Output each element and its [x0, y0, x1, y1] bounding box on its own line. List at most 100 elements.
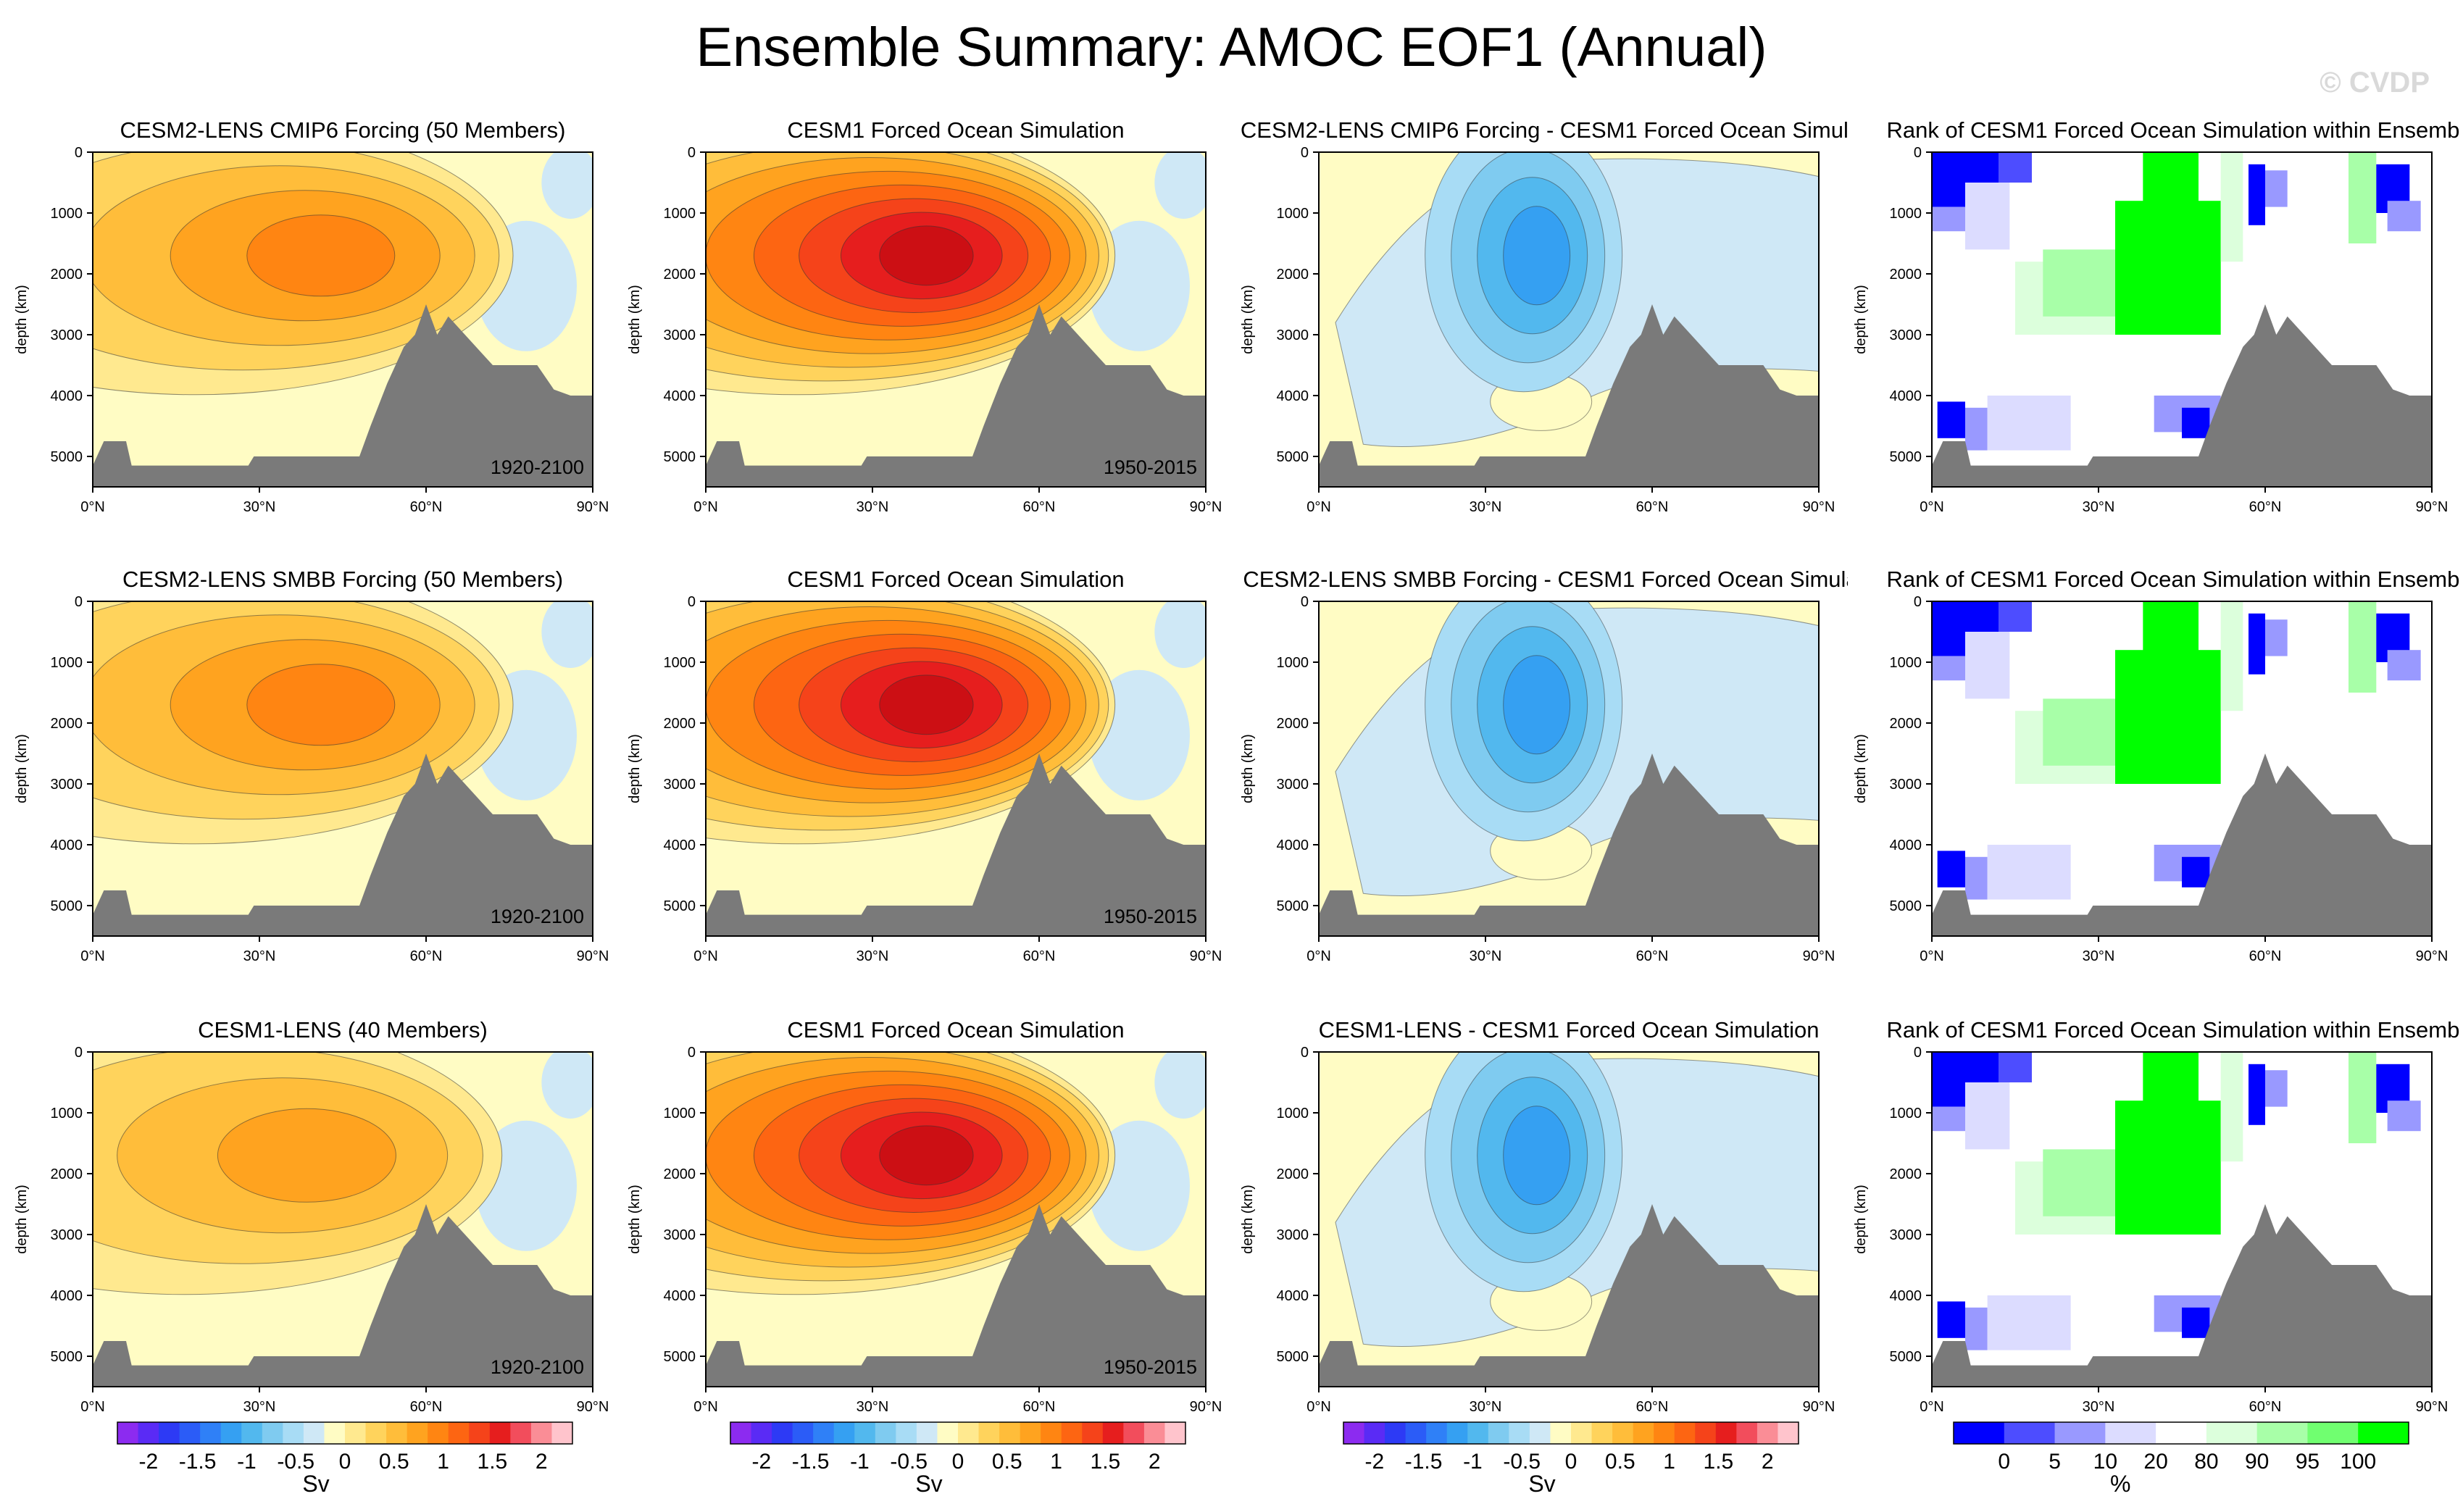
- colorbar-swatch: [937, 1422, 959, 1444]
- y-axis-label: depth (km): [14, 1185, 30, 1254]
- colorbar-swatch: [1715, 1422, 1737, 1444]
- colorbar-swatch: [1123, 1422, 1145, 1444]
- plot-frame: [1931, 601, 2433, 937]
- colorbar-label: -1.5: [1405, 1450, 1443, 1474]
- colorbar-swatch: [1654, 1422, 1675, 1444]
- x-tick-label: 30°N: [243, 948, 276, 964]
- panel-title: CESM2-LENS SMBB Forcing - CESM1 Forced O…: [1243, 567, 1894, 592]
- rank-cell: [1932, 1106, 1965, 1132]
- colorbar-frame: [730, 1421, 1186, 1445]
- rank-cell: [2220, 152, 2243, 262]
- x-tick-label: 30°N: [2083, 948, 2115, 964]
- x-tick-label: 30°N: [243, 1399, 276, 1415]
- y-tick-label: 2000: [664, 716, 696, 732]
- rank-cell: [1999, 152, 2032, 183]
- colorbar-swatch: [1041, 1422, 1062, 1444]
- x-tick-label: 0°N: [1306, 948, 1331, 964]
- rank-cell: [2387, 650, 2421, 681]
- contour-level: [1503, 1106, 1571, 1206]
- y-axis-label: depth (km): [627, 1185, 643, 1254]
- colorbar-swatch: [1426, 1422, 1448, 1444]
- colorbar-label: 1: [1050, 1450, 1062, 1474]
- colorbar-label: 0.5: [1605, 1450, 1635, 1474]
- x-tick-label: 60°N: [1023, 948, 1056, 964]
- period-label: 1920-2100: [491, 906, 584, 927]
- x-tick-label: 0°N: [1306, 1399, 1331, 1415]
- y-tick-label: 3000: [664, 1227, 696, 1243]
- colorbar-label: 20: [2143, 1450, 2167, 1474]
- colorbar-swatch: [1385, 1422, 1406, 1444]
- contour-level: [879, 225, 974, 286]
- y-tick-label: 4000: [1277, 838, 1309, 853]
- rank-cell: [2143, 601, 2199, 693]
- rank-cell: [2265, 1070, 2288, 1107]
- rank-cell: [1937, 1301, 1965, 1338]
- x-tick-label: 90°N: [1190, 1399, 1222, 1415]
- panel-1: CESM2-LENS CMIP6 Forcing (50 Members) 0 10…: [14, 117, 609, 515]
- plot-frame: [1318, 1051, 1820, 1387]
- panel-title: CESM1-LENS - CESM1 Forced Ocean Simulati…: [1319, 1017, 1820, 1043]
- plot-area: [93, 601, 593, 936]
- ocean-floor-mask: [706, 1204, 1206, 1387]
- x-tick-label: 30°N: [1470, 499, 1502, 515]
- y-tick-label: 2000: [664, 267, 696, 283]
- y-axis-label: depth (km): [627, 734, 643, 803]
- rank-cell: [1965, 183, 2010, 250]
- panel-8: Rank of CESM1 Forced Ocean Simulation wi…: [1853, 567, 2461, 964]
- x-tick-label: 60°N: [2249, 1399, 2282, 1415]
- colorbar-swatch: [2105, 1422, 2156, 1444]
- y-axis-label: depth (km): [1240, 1185, 1256, 1254]
- ocean-floor-mask: [1932, 304, 2432, 487]
- colorbar-row: -2 -1.5 -1 -0.5 0 0.5 1 1.5 2 Sv -2 -1.5 -1 -0.5 0 0.5 1…: [117, 1421, 2409, 1497]
- y-tick-label: 4000: [664, 838, 696, 853]
- x-tick-label: 0°N: [693, 499, 718, 515]
- ocean-floor-mask: [706, 304, 1206, 487]
- colorbar-swatch: [1364, 1422, 1385, 1444]
- colorbar-swatch: [2206, 1422, 2258, 1444]
- colorbar-swatch: [1954, 1422, 2005, 1444]
- colorbar-swatch: [1405, 1422, 1427, 1444]
- y-tick-label: 4000: [51, 1288, 83, 1304]
- panel-10: CESM1 Forced Ocean Simulation 0 1000 2000 30…: [627, 1017, 1222, 1415]
- colorbar-frame: [1343, 1421, 1799, 1445]
- colorbar-swatch: [179, 1422, 201, 1444]
- colorbar-swatch: [117, 1422, 139, 1444]
- colorbar-label: 5: [2049, 1450, 2061, 1474]
- colorbar-unit: Sv: [1528, 1471, 1555, 1497]
- y-tick-label: 1000: [51, 1106, 83, 1122]
- y-tick-label: 5000: [664, 1349, 696, 1365]
- colorbar-label: -1: [1463, 1450, 1483, 1474]
- colorbar-swatch: [530, 1422, 552, 1444]
- y-tick-label: 4000: [1277, 388, 1309, 404]
- colorbar-label: -0.5: [277, 1450, 314, 1474]
- colorbar-swatch: [854, 1422, 876, 1444]
- y-tick-label: 3000: [664, 777, 696, 793]
- y-tick-label: 3000: [1277, 327, 1309, 343]
- panel-12: Rank of CESM1 Forced Ocean Simulation wi…: [1853, 1017, 2461, 1415]
- x-tick-label: 60°N: [1636, 499, 1669, 515]
- x-tick-label: 60°N: [1636, 948, 1669, 964]
- y-tick-label: 3000: [51, 777, 83, 793]
- x-tick-label: 90°N: [2416, 1399, 2449, 1415]
- colorbar-label: 1: [437, 1450, 449, 1474]
- plot-frame: [1318, 151, 1820, 488]
- panel-7: CESM2-LENS SMBB Forcing - CESM1 Forced O…: [1240, 567, 1894, 964]
- contour-level: [217, 1108, 396, 1203]
- panel-grid: CESM2-LENS CMIP6 Forcing (50 Members) 0 10…: [14, 117, 2461, 1415]
- colorbar-swatch: [1102, 1422, 1124, 1444]
- plot-frame: [705, 601, 1207, 937]
- colorbar-swatch: [283, 1422, 304, 1444]
- colorbar-swatch: [1343, 1422, 1365, 1444]
- colorbar-swatch: [1756, 1422, 1778, 1444]
- y-tick-label: 1000: [51, 206, 83, 222]
- y-tick-label: 5000: [51, 898, 83, 914]
- colorbar-swatch: [510, 1422, 532, 1444]
- y-tick-label: 0: [1301, 145, 1309, 161]
- colorbar-swatch: [1571, 1422, 1593, 1444]
- colorbar-swatch: [1736, 1422, 1758, 1444]
- x-tick-label: 0°N: [80, 499, 105, 515]
- y-tick-label: 3000: [1890, 327, 1922, 343]
- rank-cell: [1965, 1082, 2010, 1150]
- colorbar-swatch: [489, 1422, 511, 1444]
